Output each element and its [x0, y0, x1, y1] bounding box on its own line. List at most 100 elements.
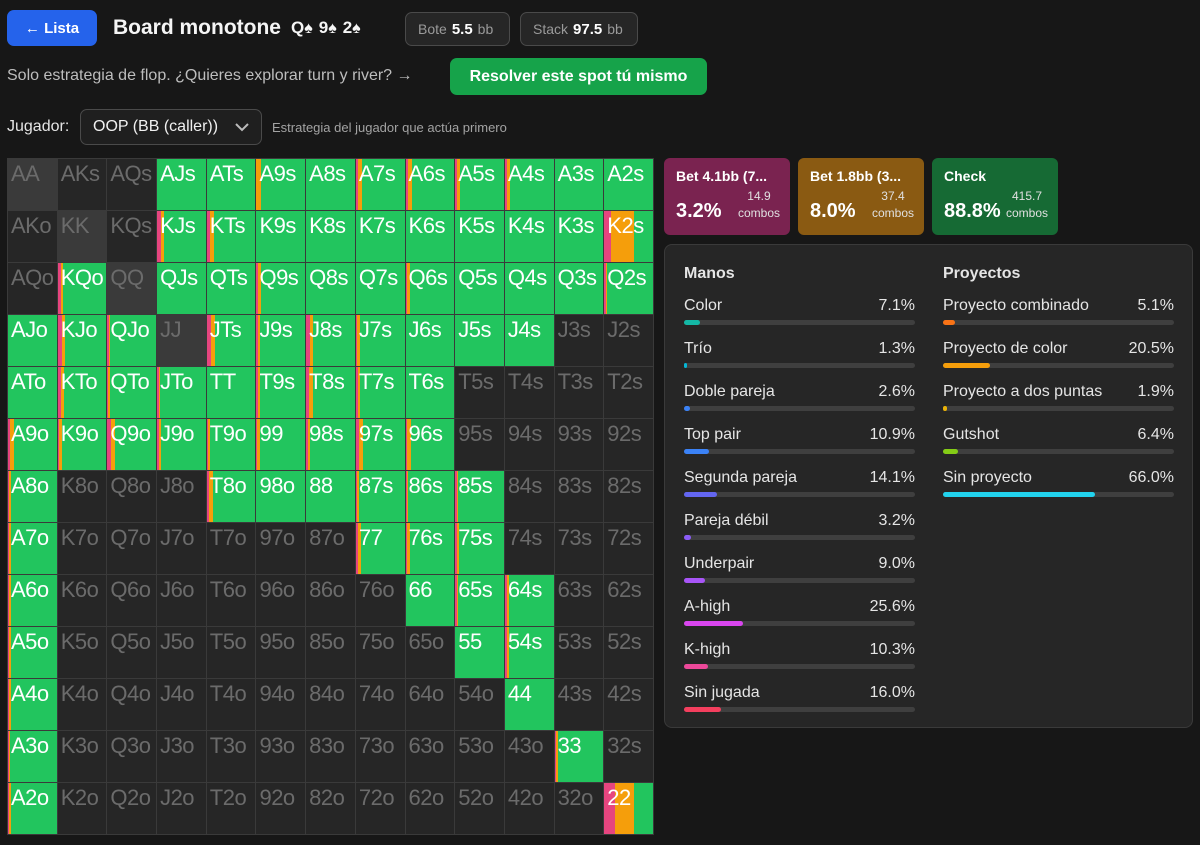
hand-cell[interactable]: T6s [405, 367, 455, 418]
hand-cell[interactable]: KTs [206, 211, 256, 262]
hand-cell[interactable]: 63o [405, 731, 455, 782]
hand-cell[interactable]: 44 [504, 679, 554, 730]
hand-cell[interactable]: J3o [157, 731, 206, 782]
hand-cell[interactable]: 94o [256, 679, 306, 730]
hand-cell[interactable]: 85o [306, 627, 355, 678]
hand-cell[interactable]: A8s [306, 159, 355, 210]
hand-cell[interactable]: 94s [504, 419, 554, 470]
hand-cell[interactable]: 54o [455, 679, 504, 730]
hand-cell[interactable]: K6o [57, 575, 107, 626]
hand-cell[interactable]: 43s [554, 679, 604, 730]
hand-cell[interactable]: 74s [504, 523, 554, 574]
hand-cell[interactable]: T8o [206, 471, 256, 522]
hand-cell[interactable]: A9s [256, 159, 306, 210]
hand-cell[interactable]: KTo [57, 367, 107, 418]
hand-cell[interactable]: T9s [256, 367, 306, 418]
hand-cell[interactable]: T9o [206, 419, 256, 470]
hand-cell[interactable]: Q7o [107, 523, 157, 574]
hand-cell[interactable]: Q3o [107, 731, 157, 782]
hand-cell[interactable]: 65o [405, 627, 455, 678]
hand-cell[interactable]: 62s [604, 575, 653, 626]
hand-cell[interactable]: J2s [604, 315, 653, 366]
hand-cell[interactable]: 86o [306, 575, 355, 626]
hand-cell[interactable]: 73s [554, 523, 604, 574]
hand-cell[interactable]: Q3s [554, 263, 604, 314]
hand-cell[interactable]: KQo [57, 263, 107, 314]
hand-cell[interactable]: A7s [355, 159, 405, 210]
hand-cell[interactable]: AKo [8, 211, 57, 262]
hand-cell[interactable]: ATs [206, 159, 256, 210]
hand-cell[interactable]: ATo [8, 367, 57, 418]
hand-cell[interactable]: 93s [554, 419, 604, 470]
hand-cell[interactable]: T4s [504, 367, 554, 418]
hand-cell[interactable]: 42s [604, 679, 653, 730]
hand-cell[interactable]: TT [206, 367, 256, 418]
hand-cell[interactable]: 93o [256, 731, 306, 782]
hand-cell[interactable]: K6s [405, 211, 455, 262]
hand-cell[interactable]: 92o [256, 783, 306, 834]
hand-cell[interactable]: 32o [554, 783, 604, 834]
hand-cell[interactable]: J9s [256, 315, 306, 366]
hand-cell[interactable]: 77 [355, 523, 405, 574]
hand-cell[interactable]: J2o [157, 783, 206, 834]
hand-cell[interactable]: QQ [107, 263, 157, 314]
hand-cell[interactable]: A2o [8, 783, 57, 834]
hand-cell[interactable]: Q9o [107, 419, 157, 470]
hand-cell[interactable]: J6s [405, 315, 455, 366]
hand-cell[interactable]: 42o [504, 783, 554, 834]
hand-cell[interactable]: 76o [355, 575, 405, 626]
hand-cell[interactable]: 55 [455, 627, 504, 678]
hand-cell[interactable]: A8o [8, 471, 57, 522]
hand-cell[interactable]: K2s [604, 211, 653, 262]
hand-cell[interactable]: 88 [306, 471, 355, 522]
action-bet-big[interactable]: Bet 4.1bb (7... 3.2% 14.9 combos [664, 158, 790, 235]
hand-cell[interactable]: 72o [355, 783, 405, 834]
hand-cell[interactable]: 99 [256, 419, 306, 470]
hand-cell[interactable]: K4s [504, 211, 554, 262]
hand-cell[interactable]: AKs [57, 159, 107, 210]
hand-cell[interactable]: K7o [57, 523, 107, 574]
hand-cell[interactable]: 64o [405, 679, 455, 730]
hand-cell[interactable]: 53s [554, 627, 604, 678]
hand-cell[interactable]: JTs [206, 315, 256, 366]
hand-cell[interactable]: Q2o [107, 783, 157, 834]
hand-cell[interactable]: 97o [256, 523, 306, 574]
hand-cell[interactable]: 64s [504, 575, 554, 626]
hand-cell[interactable]: A2s [604, 159, 653, 210]
hand-cell[interactable]: AQs [107, 159, 157, 210]
hand-cell[interactable]: 98o [256, 471, 306, 522]
hand-cell[interactable]: J7o [157, 523, 206, 574]
hand-cell[interactable]: Q5o [107, 627, 157, 678]
hand-cell[interactable]: 98s [306, 419, 355, 470]
hand-cell[interactable]: T3o [206, 731, 256, 782]
hand-cell[interactable]: 53o [455, 731, 504, 782]
hand-cell[interactable]: J8s [306, 315, 355, 366]
hand-cell[interactable]: 76s [405, 523, 455, 574]
hand-cell[interactable]: 86s [405, 471, 455, 522]
hand-cell[interactable]: 84s [504, 471, 554, 522]
hand-cell[interactable]: T4o [206, 679, 256, 730]
back-to-list-button[interactable]: ← Lista [7, 10, 97, 46]
hand-cell[interactable]: Q4o [107, 679, 157, 730]
hand-cell[interactable]: J3s [554, 315, 604, 366]
hand-cell[interactable]: QJo [107, 315, 157, 366]
hand-cell[interactable]: K9o [57, 419, 107, 470]
hand-cell[interactable]: A3o [8, 731, 57, 782]
hand-cell[interactable]: J5o [157, 627, 206, 678]
hand-cell[interactable]: T8s [306, 367, 355, 418]
hand-cell[interactable]: 74o [355, 679, 405, 730]
hand-cell[interactable]: 95s [455, 419, 504, 470]
hand-cell[interactable]: A6o [8, 575, 57, 626]
hand-cell[interactable]: A6s [405, 159, 455, 210]
hand-cell[interactable]: 52s [604, 627, 653, 678]
hand-cell[interactable]: A4s [504, 159, 554, 210]
hand-cell[interactable]: A7o [8, 523, 57, 574]
hand-cell[interactable]: J4o [157, 679, 206, 730]
hand-cell[interactable]: T2s [604, 367, 653, 418]
hand-cell[interactable]: T3s [554, 367, 604, 418]
hand-cell[interactable]: K8o [57, 471, 107, 522]
hand-cell[interactable]: A9o [8, 419, 57, 470]
hand-cell[interactable]: T6o [206, 575, 256, 626]
hand-cell[interactable]: T5o [206, 627, 256, 678]
hand-cell[interactable]: K2o [57, 783, 107, 834]
